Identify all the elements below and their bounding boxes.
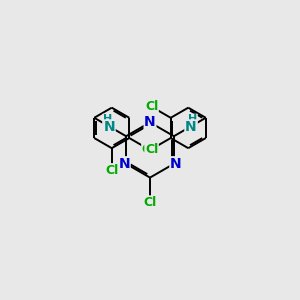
Text: H: H xyxy=(103,114,112,124)
Text: N: N xyxy=(170,157,182,171)
Text: Cl: Cl xyxy=(142,142,155,156)
Text: N: N xyxy=(185,120,196,134)
Text: Cl: Cl xyxy=(145,142,158,156)
Text: N: N xyxy=(144,116,156,129)
Text: N: N xyxy=(103,120,115,134)
Text: Cl: Cl xyxy=(105,164,119,177)
Text: H: H xyxy=(188,114,197,124)
Text: Cl: Cl xyxy=(145,100,158,113)
Text: Cl: Cl xyxy=(143,196,157,209)
Text: N: N xyxy=(118,157,130,171)
